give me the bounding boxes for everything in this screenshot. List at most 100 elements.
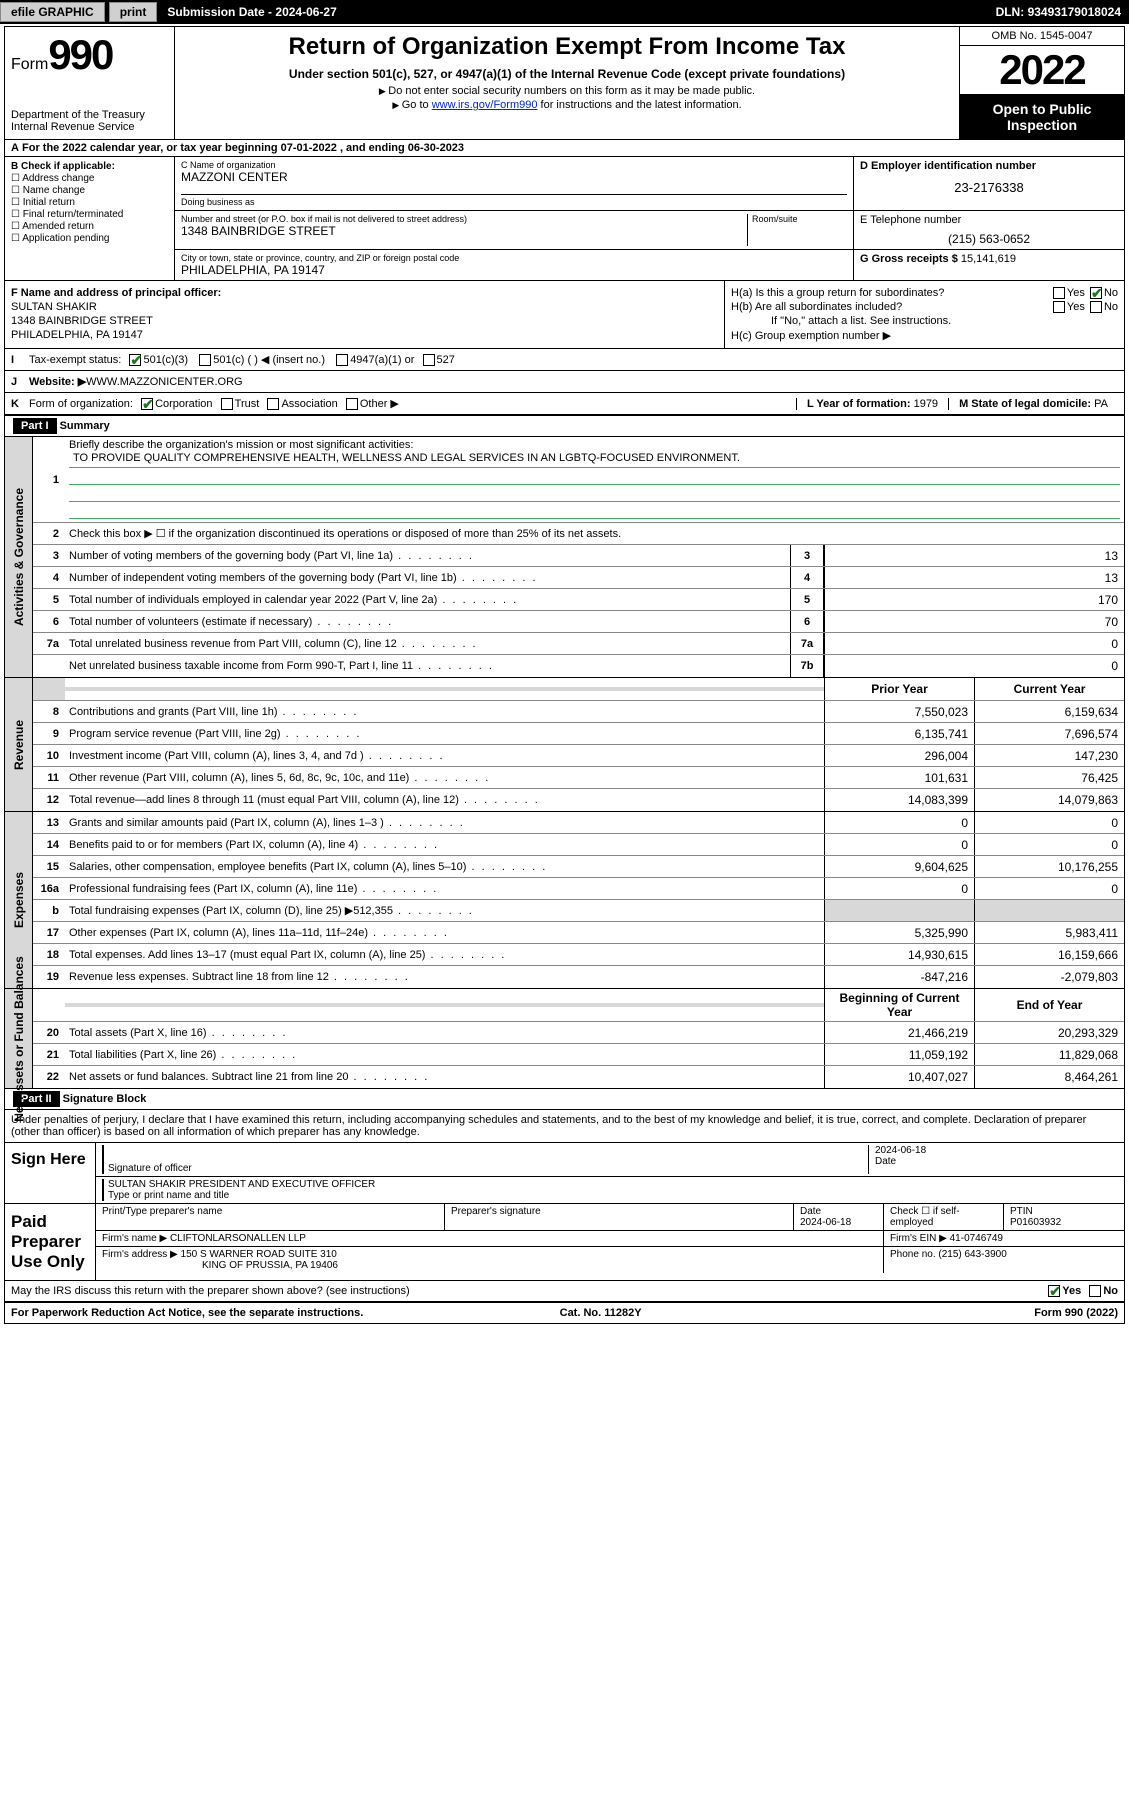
declaration-text: Under penalties of perjury, I declare th…	[5, 1110, 1124, 1143]
chk-amended[interactable]: ☐ Amended return	[11, 221, 168, 232]
cell-c: C Name of organization MAZZONI CENTER Do…	[175, 157, 854, 210]
chk-assoc[interactable]	[267, 398, 279, 410]
city-label: City or town, state or province, country…	[181, 253, 847, 263]
chk-other[interactable]	[346, 398, 358, 410]
part1-header: Part I Summary	[5, 416, 1124, 437]
cell-address: Number and street (or P.O. box if mail i…	[175, 211, 854, 249]
opt-corp: Corporation	[155, 398, 212, 410]
ein-value: 23-2176338	[860, 180, 1118, 195]
ha-no[interactable]	[1090, 287, 1102, 299]
vtab-revenue: Revenue	[5, 678, 33, 811]
row-j: J Website: ▶ WWW.MAZZONICENTER.ORG	[5, 371, 1124, 393]
hb-yes[interactable]	[1053, 301, 1065, 313]
opt-assoc: Association	[281, 398, 337, 410]
form-page: Form990 Department of the Treasury Inter…	[4, 26, 1125, 1324]
opt-4947: 4947(a)(1) or	[350, 354, 414, 366]
gross-receipts: 15,141,619	[961, 253, 1016, 265]
form-title: Return of Organization Exempt From Incom…	[183, 33, 951, 61]
efile-button[interactable]: efile GRAPHIC	[0, 2, 105, 22]
header-middle: Return of Organization Exempt From Incom…	[175, 27, 959, 139]
firm-addr2: KING OF PRUSSIA, PA 19406	[102, 1260, 338, 1271]
prep-date-label: Date	[800, 1206, 821, 1217]
officer-name: SULTAN SHAKIR	[11, 301, 718, 313]
q1: Briefly describe the organization's miss…	[65, 437, 1124, 522]
self-employed-check[interactable]: Check ☐ if self-employed	[884, 1204, 1004, 1230]
chk-name-change[interactable]: ☐ Name change	[11, 185, 168, 196]
chk-address-change[interactable]: ☐ Address change	[11, 173, 168, 184]
chk-initial-return[interactable]: ☐ Initial return	[11, 197, 168, 208]
chk-501c[interactable]	[199, 354, 211, 366]
section-f-h: F Name and address of principal officer:…	[5, 281, 1124, 349]
print-button[interactable]: print	[109, 2, 158, 22]
form-header: Form990 Department of the Treasury Inter…	[5, 27, 1124, 140]
h-b: H(b) Are all subordinates included? Yes …	[731, 301, 1118, 313]
sign-here-label: Sign Here	[5, 1143, 95, 1203]
firm-name-label: Firm's name ▶	[102, 1233, 167, 1244]
chk-trust[interactable]	[221, 398, 233, 410]
i-label: Tax-exempt status:	[29, 354, 121, 366]
k-label: Form of organization:	[29, 398, 133, 410]
addr-value: 1348 BAINBRIDGE STREET	[181, 224, 747, 238]
irs-link[interactable]: www.irs.gov/Form990	[432, 99, 538, 111]
col-prior: Prior Year	[824, 678, 974, 700]
open-inspection: Open to Public Inspection	[960, 95, 1124, 139]
firm-name: CLIFTONLARSONALLEN LLP	[170, 1233, 306, 1244]
i-lead: I	[11, 354, 29, 366]
cell-g: G Gross receipts $ 15,141,619	[854, 250, 1124, 280]
page-footer: For Paperwork Reduction Act Notice, see …	[5, 1303, 1124, 1323]
chk-corp[interactable]	[141, 398, 153, 410]
chk-app-pending[interactable]: ☐ Application pending	[11, 233, 168, 244]
chk-final-return[interactable]: ☐ Final return/terminated	[11, 209, 168, 220]
h-c: H(c) Group exemption number ▶	[731, 329, 1118, 342]
omb-number: OMB No. 1545-0047	[960, 27, 1124, 46]
cat-no: Cat. No. 11282Y	[560, 1307, 642, 1319]
may-no[interactable]	[1089, 1285, 1101, 1297]
part1-expenses: Expenses 13Grants and similar amounts pa…	[5, 812, 1124, 989]
col-beginning: Beginning of Current Year	[824, 989, 974, 1021]
prep-date: 2024-06-18	[800, 1217, 851, 1228]
m-state: M State of legal domicile: PA	[948, 398, 1118, 410]
row-a-tax-year: A For the 2022 calendar year, or tax yea…	[5, 140, 1124, 157]
sig-date: 2024-06-18	[875, 1145, 1118, 1156]
section-f: F Name and address of principal officer:…	[5, 281, 724, 348]
form-number: Form990	[11, 31, 168, 79]
j-lead: J	[11, 376, 29, 388]
officer-addr2: PHILADELPHIA, PA 19147	[11, 329, 718, 341]
prep-name-label: Print/Type preparer's name	[102, 1206, 222, 1217]
ptin-label: PTIN	[1010, 1206, 1033, 1217]
row-k: K Form of organization: Corporation Trus…	[5, 393, 1124, 416]
may-yes[interactable]	[1048, 1285, 1060, 1297]
part1-netassets: Net Assets or Fund Balances Beginning of…	[5, 989, 1124, 1089]
g-label: G Gross receipts $	[860, 253, 961, 265]
mission-blank3	[69, 503, 1120, 519]
cell-e: E Telephone number (215) 563-0652	[854, 211, 1124, 249]
phone-value: (215) 563-0652	[860, 232, 1118, 246]
ha-yes[interactable]	[1053, 287, 1065, 299]
website-value: WWW.MAZZONICENTER.ORG	[86, 376, 242, 388]
firm-phone-label: Phone no.	[890, 1249, 938, 1260]
q2: Check this box ▶ ☐ if the organization d…	[65, 525, 1124, 542]
hb-no[interactable]	[1090, 301, 1102, 313]
part1-revenue: Revenue Prior YearCurrent Year 8Contribu…	[5, 678, 1124, 812]
part1-governance: Activities & Governance 1Briefly describ…	[5, 437, 1124, 678]
col-cde: C Name of organization MAZZONI CENTER Do…	[175, 157, 1124, 280]
opt-trust: Trust	[235, 398, 260, 410]
mission-text: TO PROVIDE QUALITY COMPREHENSIVE HEALTH,…	[69, 452, 1120, 468]
form-subtitle: Under section 501(c), 527, or 4947(a)(1)…	[183, 67, 951, 81]
part1-title: Summary	[60, 420, 110, 432]
part2-header: Part II Signature Block	[5, 1089, 1124, 1110]
may-no-label: No	[1103, 1285, 1118, 1297]
chk-527[interactable]	[423, 354, 435, 366]
chk-4947[interactable]	[336, 354, 348, 366]
officer-addr1: 1348 BAINBRIDGE STREET	[11, 315, 718, 327]
firm-addr-label: Firm's address ▶	[102, 1249, 178, 1260]
e-label: E Telephone number	[860, 214, 1118, 226]
k-lead: K	[11, 398, 29, 410]
j-label: Website: ▶	[29, 375, 86, 388]
chk-501c3[interactable]	[129, 354, 141, 366]
l-year: L Year of formation: 1979	[796, 398, 948, 410]
part2-title: Signature Block	[63, 1093, 147, 1105]
firm-ein: 41-0746749	[950, 1233, 1003, 1244]
form-ref: Form 990 (2022)	[1034, 1307, 1118, 1319]
dln: DLN: 93493179018024	[996, 5, 1129, 19]
